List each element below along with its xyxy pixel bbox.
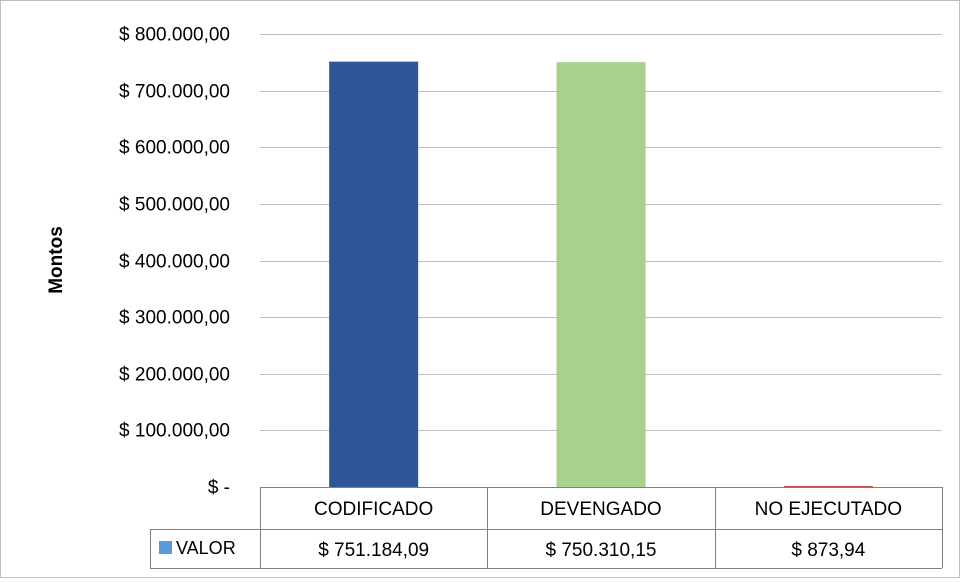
y-tick-label: $ 300.000,00 <box>119 308 230 329</box>
bar <box>783 486 873 487</box>
y-axis-tick-labels: $ - $ 100.000,00 $ 200.000,00 $ 300.000,00 $… <box>119 25 230 499</box>
y-tick-label: $ 400.000,00 <box>119 252 230 273</box>
bar <box>329 61 419 488</box>
x-category-label: DEVENGADO <box>540 499 661 520</box>
y-tick-label: $ 500.000,00 <box>119 195 230 216</box>
data-table: CODIFICADO $ 751.184,09 DEVENGADO $ 750.310… <box>150 487 943 569</box>
y-axis-title: Montos <box>46 226 67 294</box>
x-category-label: CODIFICADO <box>314 499 433 520</box>
y-tick-label: $ 700.000,00 <box>119 82 230 103</box>
bars <box>329 61 873 488</box>
bar <box>556 62 646 488</box>
y-tick-label: $ 200.000,00 <box>119 365 230 386</box>
y-tick-label: $ 600.000,00 <box>119 138 230 159</box>
y-tick-label: $ - <box>208 478 230 499</box>
data-label: $ 750.310,15 <box>546 540 657 561</box>
data-label: $ 873,94 <box>791 540 865 561</box>
y-tick-label: $ 100.000,00 <box>119 421 230 442</box>
legend-swatch <box>159 541 172 554</box>
legend-label: VALOR <box>176 538 236 558</box>
data-label: $ 751.184,09 <box>318 540 429 561</box>
y-tick-label: $ 800.000,00 <box>119 25 230 46</box>
x-category-label: NO EJECUTADO <box>755 499 902 520</box>
